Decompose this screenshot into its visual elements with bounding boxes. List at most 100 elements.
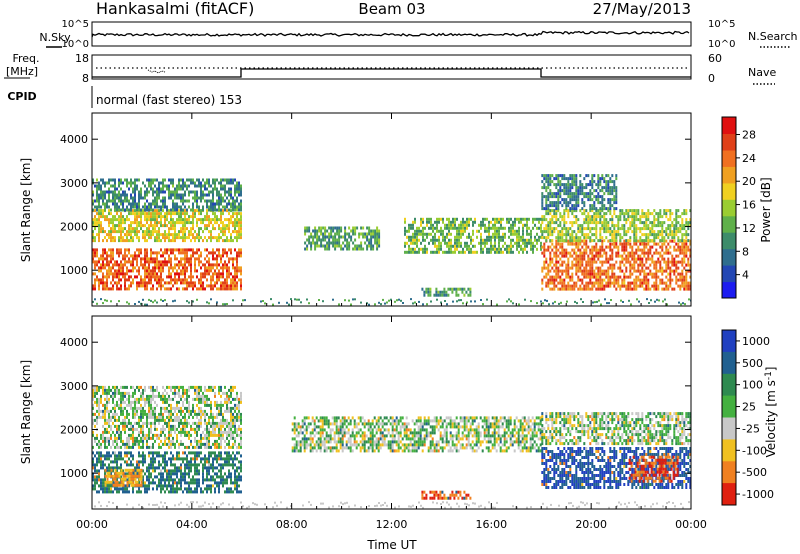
data-cell: [238, 221, 240, 225]
data-cell: [186, 269, 188, 273]
data-cell: [422, 226, 424, 230]
data-cell: [637, 212, 640, 216]
data-cell: [551, 275, 554, 279]
data-cell: [190, 457, 192, 461]
data-cell: [589, 269, 592, 273]
data-cell: [470, 247, 472, 251]
data-cell: [138, 199, 140, 203]
data-cell: [621, 254, 624, 258]
data-cell: [601, 254, 604, 258]
data-cell: [512, 226, 514, 230]
data-cell: [366, 238, 369, 242]
data-cell: [617, 218, 620, 222]
data-cell: [112, 184, 114, 188]
data-cell: [204, 266, 206, 270]
data-cell: [587, 263, 590, 267]
data-cell: [613, 245, 616, 249]
data-cell: [180, 481, 182, 485]
data-cell: [679, 287, 682, 291]
data-cell: [655, 287, 658, 291]
data-cell: [406, 229, 408, 233]
data-cell: [200, 212, 202, 216]
data-cell: [198, 260, 200, 264]
data-cell: [236, 263, 238, 267]
data-cell: [581, 186, 584, 190]
data-cell: [204, 466, 206, 470]
data-cell: [212, 227, 214, 231]
data-cell: [611, 186, 614, 190]
data-cell: [170, 287, 172, 291]
data-cell: [140, 275, 142, 279]
data-cell: [118, 239, 120, 243]
data-cell: [156, 251, 158, 255]
freq-unit: [MHz]: [6, 65, 38, 78]
data-cell: [120, 212, 122, 216]
data-cell: [609, 218, 612, 222]
data-cell: [186, 251, 188, 255]
data-cell: [472, 238, 474, 242]
data-cell: [498, 217, 500, 221]
data-cell: [238, 230, 240, 234]
data-cell: [238, 266, 240, 270]
data-cell: [184, 463, 186, 467]
data-cell: [659, 224, 662, 228]
data-cell: [108, 487, 110, 491]
data-cell: [150, 269, 152, 273]
data-cell: [332, 244, 335, 248]
data-cell: [559, 221, 562, 225]
data-cell: [176, 481, 178, 485]
data-cell: [188, 460, 190, 464]
data-cell: [635, 251, 638, 255]
data-cell: [609, 209, 612, 213]
data-cell: [118, 221, 120, 225]
data-cell: [112, 287, 114, 291]
data-cell: [645, 266, 648, 270]
data-cell: [500, 217, 502, 221]
data-cell: [126, 239, 128, 243]
data-cell: [144, 224, 146, 228]
data-cell: [605, 221, 608, 225]
data-cell: [538, 238, 540, 242]
data-cell: [216, 263, 218, 267]
data-cell: [443, 290, 446, 294]
data-cell: [92, 287, 94, 291]
data-cell: [142, 463, 144, 467]
data-cell: [605, 236, 608, 240]
data-cell: [655, 260, 658, 264]
data-cell: [553, 195, 556, 199]
data-cell: [348, 244, 351, 248]
data-cell: [178, 278, 180, 282]
data-cell: [681, 242, 684, 246]
data-cell: [126, 451, 128, 455]
data-cell: [194, 230, 196, 234]
data-cell: [126, 181, 128, 185]
data-cell: [567, 260, 570, 264]
data-cell: [440, 229, 442, 233]
data-cell: [144, 193, 146, 197]
data-cell: [677, 260, 680, 264]
data-cell: [512, 220, 514, 224]
data-cell: [609, 254, 612, 258]
data-cell: [94, 254, 96, 258]
data-cell: [488, 220, 490, 224]
data-cell: [110, 251, 112, 255]
data-cell: [232, 299, 234, 302]
data-cell: [238, 248, 240, 252]
data-cell: [212, 266, 214, 270]
data-cell: [212, 236, 214, 240]
data-cell: [380, 303, 382, 306]
data-cell: [190, 469, 192, 473]
data-cell: [204, 215, 206, 219]
data-cell: [154, 451, 156, 455]
data-cell: [599, 233, 602, 237]
data-cell: [581, 239, 584, 243]
data-cell: [565, 230, 568, 234]
data-cell: [551, 180, 554, 184]
data-cell: [178, 275, 180, 279]
data-cell: [565, 287, 568, 291]
data-cell: [549, 239, 552, 243]
data-cell: [482, 220, 484, 224]
data-cell: [146, 487, 148, 491]
data-cell: [551, 204, 554, 208]
data-cell: [110, 199, 112, 203]
